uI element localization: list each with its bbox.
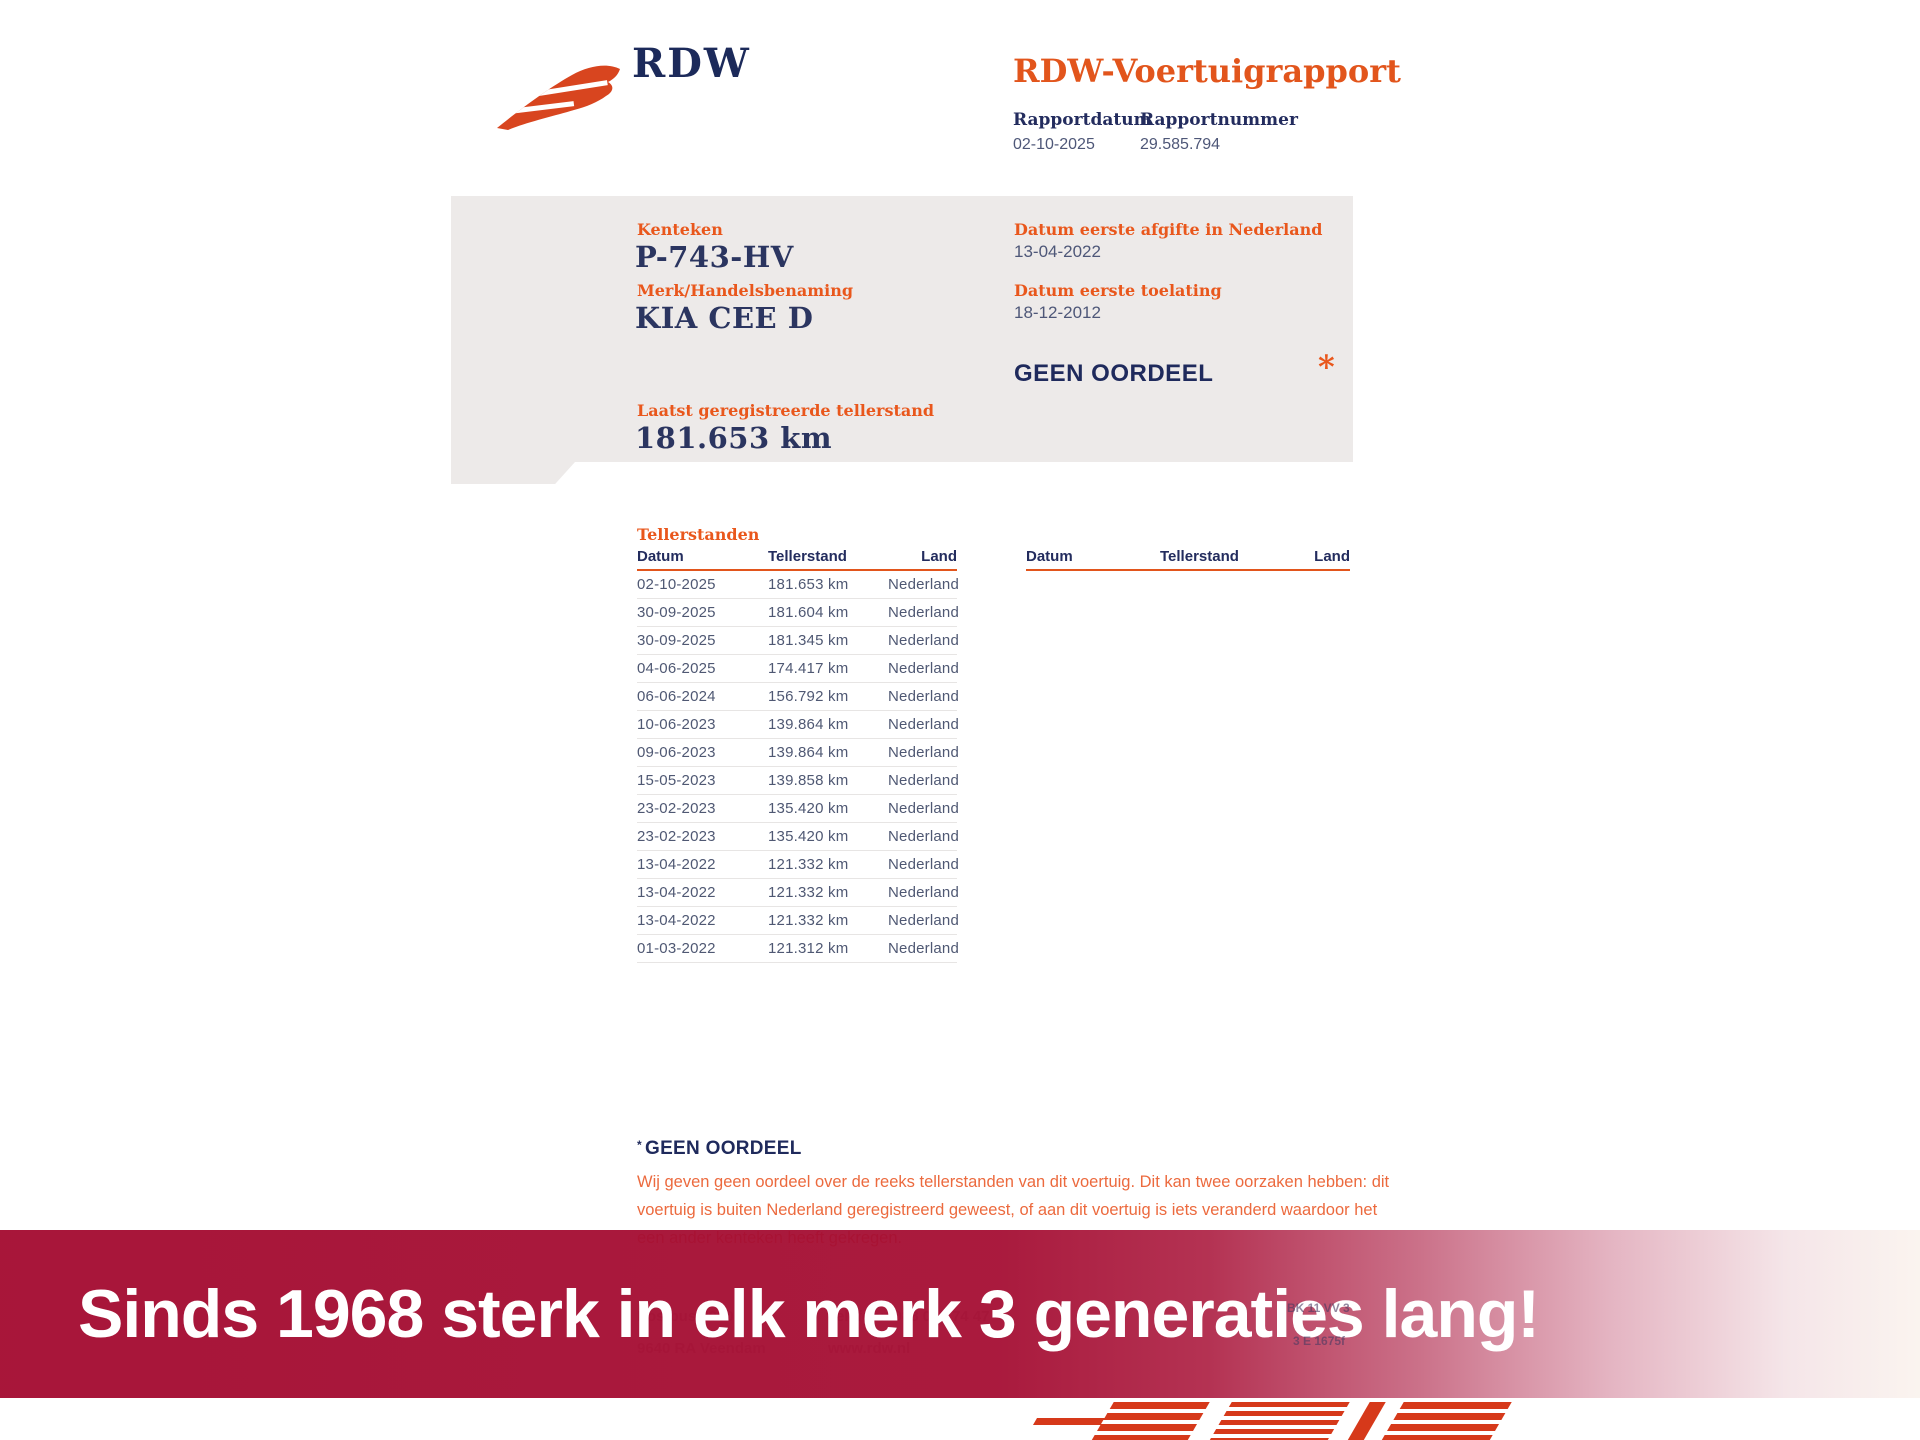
- cell-datum: 09-06-2023: [637, 744, 716, 761]
- col-header-datum-2: Datum: [1026, 548, 1073, 565]
- cell-land: Nederland: [888, 688, 960, 705]
- report-number-value: 29.585.794: [1140, 136, 1221, 153]
- col-header-land-2: Land: [1314, 548, 1350, 565]
- table-row: 10-06-2023 139.864 km Nederland: [637, 711, 960, 739]
- cell-datum: 30-09-2025: [637, 604, 716, 621]
- cell-land: Nederland: [888, 576, 960, 593]
- cell-datum: 02-10-2025: [637, 576, 716, 593]
- kenteken-value: P-743-HV: [635, 240, 794, 274]
- cell-land: Nederland: [888, 660, 960, 677]
- verdict-text: GEEN OORDEEL: [1014, 360, 1214, 387]
- eerste-toelating-value: 18-12-2012: [1014, 303, 1101, 322]
- cell-land: Nederland: [888, 772, 960, 789]
- cell-datum: 01-03-2022: [637, 940, 716, 957]
- cell-tellerstand: 121.332 km: [768, 884, 849, 901]
- tellerstand-value: 181.653 km: [635, 421, 833, 455]
- tellerstand-label: Laatst geregistreerde tellerstand: [637, 401, 935, 420]
- footnote-title-text: GEEN OORDEEL: [644, 1138, 802, 1159]
- cell-datum: 13-04-2022: [637, 856, 716, 873]
- eerste-afgifte-label: Datum eerste afgifte in Nederland: [1014, 220, 1323, 239]
- table-row: 23-02-2023 135.420 km Nederland: [637, 823, 960, 851]
- report-number-label: Rapportnummer: [1140, 110, 1298, 130]
- cell-datum: 23-02-2023: [637, 800, 716, 817]
- cell-datum: 30-09-2025: [637, 632, 716, 649]
- footnote-title: * GEEN OORDEEL: [637, 1138, 802, 1160]
- cell-tellerstand: 181.604 km: [768, 604, 849, 621]
- cell-land: Nederland: [888, 912, 960, 929]
- rdw-feather-icon: [497, 65, 620, 130]
- summary-box-tail: [451, 462, 575, 484]
- eerste-toelating-label: Datum eerste toelating: [1014, 281, 1222, 300]
- col-header-tellerstand-2: Tellerstand: [1160, 548, 1239, 565]
- cell-tellerstand: 121.332 km: [768, 912, 849, 929]
- eerste-afgifte-value: 13-04-2022: [1014, 242, 1101, 261]
- table-row: 30-09-2025 181.604 km Nederland: [637, 599, 960, 627]
- cell-tellerstand: 181.345 km: [768, 632, 849, 649]
- cell-land: Nederland: [888, 604, 960, 621]
- table-row: 09-06-2023 139.864 km Nederland: [637, 739, 960, 767]
- cell-datum: 15-05-2023: [637, 772, 716, 789]
- table-row: 01-03-2022 121.312 km Nederland: [637, 935, 960, 963]
- col-header-land: Land: [921, 548, 957, 565]
- table-row: 30-09-2025 181.345 km Nederland: [637, 627, 960, 655]
- cell-datum: 10-06-2023: [637, 716, 716, 733]
- table-row: 15-05-2023 139.858 km Nederland: [637, 767, 960, 795]
- table-row: 13-04-2022 121.332 km Nederland: [637, 851, 960, 879]
- footnote-marker: *: [637, 1138, 642, 1152]
- merk-value: KIA CEE D: [635, 301, 814, 335]
- cell-tellerstand: 135.420 km: [768, 828, 849, 845]
- table-row: 13-04-2022 121.332 km Nederland: [637, 907, 960, 935]
- cell-datum: 06-06-2024: [637, 688, 716, 705]
- tellerstanden-table-body: 02-10-2025 181.653 km Nederland 30-09-20…: [637, 571, 960, 963]
- report-title: RDW-Voertuigrapport: [1013, 52, 1401, 90]
- cell-tellerstand: 121.332 km: [768, 856, 849, 873]
- kenteken-label: Kenteken: [637, 220, 723, 239]
- report-date-value: 02-10-2025: [1013, 136, 1095, 153]
- cell-tellerstand: 139.858 km: [768, 772, 849, 789]
- cell-datum: 13-04-2022: [637, 912, 716, 929]
- cell-land: Nederland: [888, 716, 960, 733]
- table-row: 02-10-2025 181.653 km Nederland: [637, 571, 960, 599]
- col-header-tellerstand: Tellerstand: [768, 548, 847, 565]
- tellerstanden-table-2-header: Datum Tellerstand Land: [1026, 548, 1350, 571]
- table-row: 04-06-2025 174.417 km Nederland: [637, 655, 960, 683]
- merk-label: Merk/Handelsbenaming: [637, 281, 854, 300]
- cell-land: Nederland: [888, 744, 960, 761]
- cell-tellerstand: 121.312 km: [768, 940, 849, 957]
- cell-tellerstand: 135.420 km: [768, 800, 849, 817]
- table-row: 13-04-2022 121.332 km Nederland: [637, 879, 960, 907]
- cell-datum: 13-04-2022: [637, 884, 716, 901]
- col-header-datum: Datum: [637, 548, 684, 565]
- tellerstanden-table-header: Datum Tellerstand Land: [637, 548, 957, 571]
- cell-land: Nederland: [888, 800, 960, 817]
- cell-tellerstand: 139.864 km: [768, 716, 849, 733]
- promo-banner-text: Sinds 1968 sterk in elk merk 3 generatie…: [78, 1276, 1540, 1352]
- summary-box: [451, 196, 1353, 462]
- cell-land: Nederland: [888, 884, 960, 901]
- cell-datum: 23-02-2023: [637, 828, 716, 845]
- table-row: 23-02-2023 135.420 km Nederland: [637, 795, 960, 823]
- tellerstanden-table: Datum Tellerstand Land 02-10-2025 181.65…: [637, 548, 960, 963]
- tellerstanden-table-2: Datum Tellerstand Land: [1026, 548, 1350, 571]
- cell-tellerstand: 156.792 km: [768, 688, 849, 705]
- verdict-asterisk: *: [1318, 348, 1335, 386]
- cell-land: Nederland: [888, 856, 960, 873]
- dealer-stripe-logo-icon: [1032, 1402, 1512, 1440]
- promo-banner: Sinds 1968 sterk in elk merk 3 generatie…: [0, 1230, 1920, 1398]
- cell-tellerstand: 139.864 km: [768, 744, 849, 761]
- cell-tellerstand: 181.653 km: [768, 576, 849, 593]
- rdw-wordmark: RDW: [632, 40, 751, 87]
- cell-land: Nederland: [888, 828, 960, 845]
- report-date-label: Rapportdatum: [1013, 110, 1152, 130]
- cell-tellerstand: 174.417 km: [768, 660, 849, 677]
- cell-land: Nederland: [888, 940, 960, 957]
- cell-land: Nederland: [888, 632, 960, 649]
- ghost-code-1: BK 11 VV 3: [1287, 1301, 1350, 1315]
- cell-datum: 04-06-2025: [637, 660, 716, 677]
- table-row: 06-06-2024 156.792 km Nederland: [637, 683, 960, 711]
- ghost-code-2: 3 E 1675f: [1293, 1334, 1346, 1348]
- tellerstanden-section-title: Tellerstanden: [637, 525, 760, 544]
